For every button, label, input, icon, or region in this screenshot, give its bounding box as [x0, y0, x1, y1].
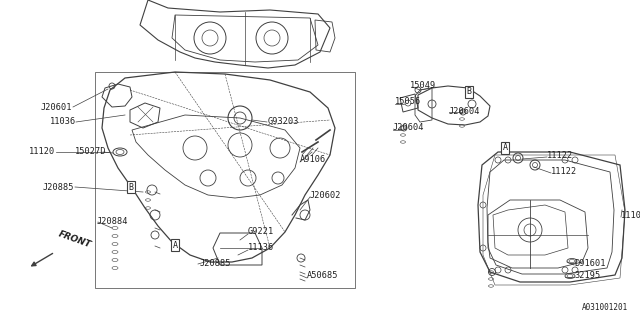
Text: 11122: 11122	[551, 167, 577, 177]
Text: G93203: G93203	[268, 117, 300, 126]
Text: 15049: 15049	[410, 81, 436, 90]
Text: 15056: 15056	[395, 98, 421, 107]
Text: FRONT: FRONT	[57, 230, 92, 250]
Text: J20601: J20601	[40, 102, 72, 111]
Text: J20604: J20604	[393, 124, 424, 132]
Text: J20885: J20885	[42, 182, 74, 191]
Text: B: B	[129, 182, 134, 191]
Text: 11120: 11120	[29, 148, 55, 156]
Text: J20604: J20604	[449, 107, 481, 116]
Text: A: A	[502, 143, 508, 153]
Text: D91601: D91601	[574, 260, 605, 268]
Text: J20885: J20885	[200, 260, 232, 268]
Text: B: B	[467, 87, 472, 97]
Text: J20884: J20884	[97, 218, 129, 227]
Text: 11036: 11036	[50, 117, 76, 126]
Text: 11136: 11136	[248, 244, 275, 252]
Text: 32195: 32195	[574, 271, 600, 281]
Text: A9106: A9106	[300, 156, 326, 164]
Text: 11109: 11109	[621, 211, 640, 220]
Text: 11122: 11122	[547, 150, 573, 159]
Text: G9221: G9221	[248, 228, 275, 236]
Text: 15027D: 15027D	[74, 148, 106, 156]
Text: A: A	[173, 241, 177, 250]
Text: A031001201: A031001201	[582, 302, 628, 311]
Text: A50685: A50685	[307, 271, 339, 281]
Text: J20602: J20602	[310, 190, 342, 199]
